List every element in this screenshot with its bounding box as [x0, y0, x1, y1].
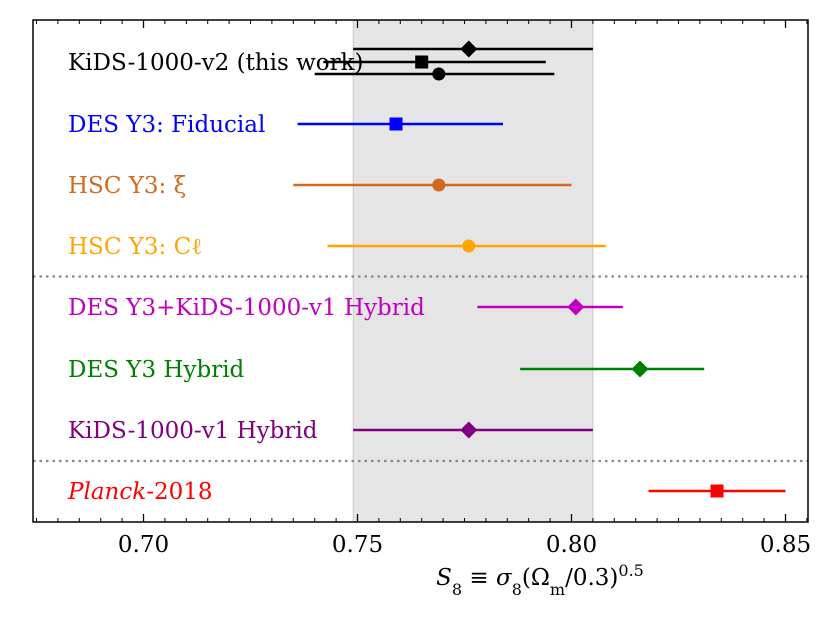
- tick-label: 0.80: [546, 532, 597, 558]
- row-6: [520, 360, 705, 378]
- diamond-marker: [631, 360, 649, 378]
- diamond-marker: [460, 40, 478, 58]
- diamond-marker: [567, 298, 585, 316]
- row-label: DES Y3: Fiducial: [68, 112, 265, 138]
- row-label: KiDS-1000-v1 Hybrid: [68, 418, 318, 444]
- tick-label: 0.70: [118, 532, 169, 558]
- separators: [33, 275, 808, 463]
- row-1: [314, 40, 593, 81]
- tick-label: 0.75: [332, 532, 383, 558]
- row-label: DES Y3+KiDS-1000-v1 Hybrid: [68, 295, 425, 321]
- x-axis-label: S8 ≡ σ8(Ωm/0.3)0.5: [436, 561, 644, 599]
- shaded-band: [352, 19, 594, 523]
- plot-frame: [32, 19, 809, 523]
- data-rows: [293, 40, 786, 498]
- circle-marker: [432, 178, 446, 192]
- tick-label: 0.85: [760, 532, 811, 558]
- row-5: [477, 298, 623, 316]
- square-marker: [415, 55, 429, 69]
- row-3: [293, 178, 572, 192]
- row-2: [297, 117, 504, 131]
- row-label: HSC Y3: Cℓ: [68, 234, 202, 260]
- square-marker: [389, 117, 403, 131]
- row-4: [327, 239, 606, 253]
- circle-marker: [462, 239, 476, 253]
- square-marker: [710, 484, 724, 498]
- row-labels: KiDS-1000-v2 (this work) DES Y3: Fiducial…: [67, 50, 425, 505]
- row-label: HSC Y3: ξ: [68, 173, 186, 199]
- row-7: [353, 421, 593, 439]
- row-label: DES Y3 Hybrid: [68, 357, 245, 383]
- circle-marker: [432, 67, 446, 81]
- x-axis-ticks: 0.70 0.75 0.80 0.85: [36, 20, 811, 558]
- row-8: [648, 484, 786, 498]
- diamond-marker: [460, 421, 478, 439]
- row-label: Planck-2018: [67, 479, 213, 505]
- row-label: KiDS-1000-v2 (this work): [68, 50, 364, 76]
